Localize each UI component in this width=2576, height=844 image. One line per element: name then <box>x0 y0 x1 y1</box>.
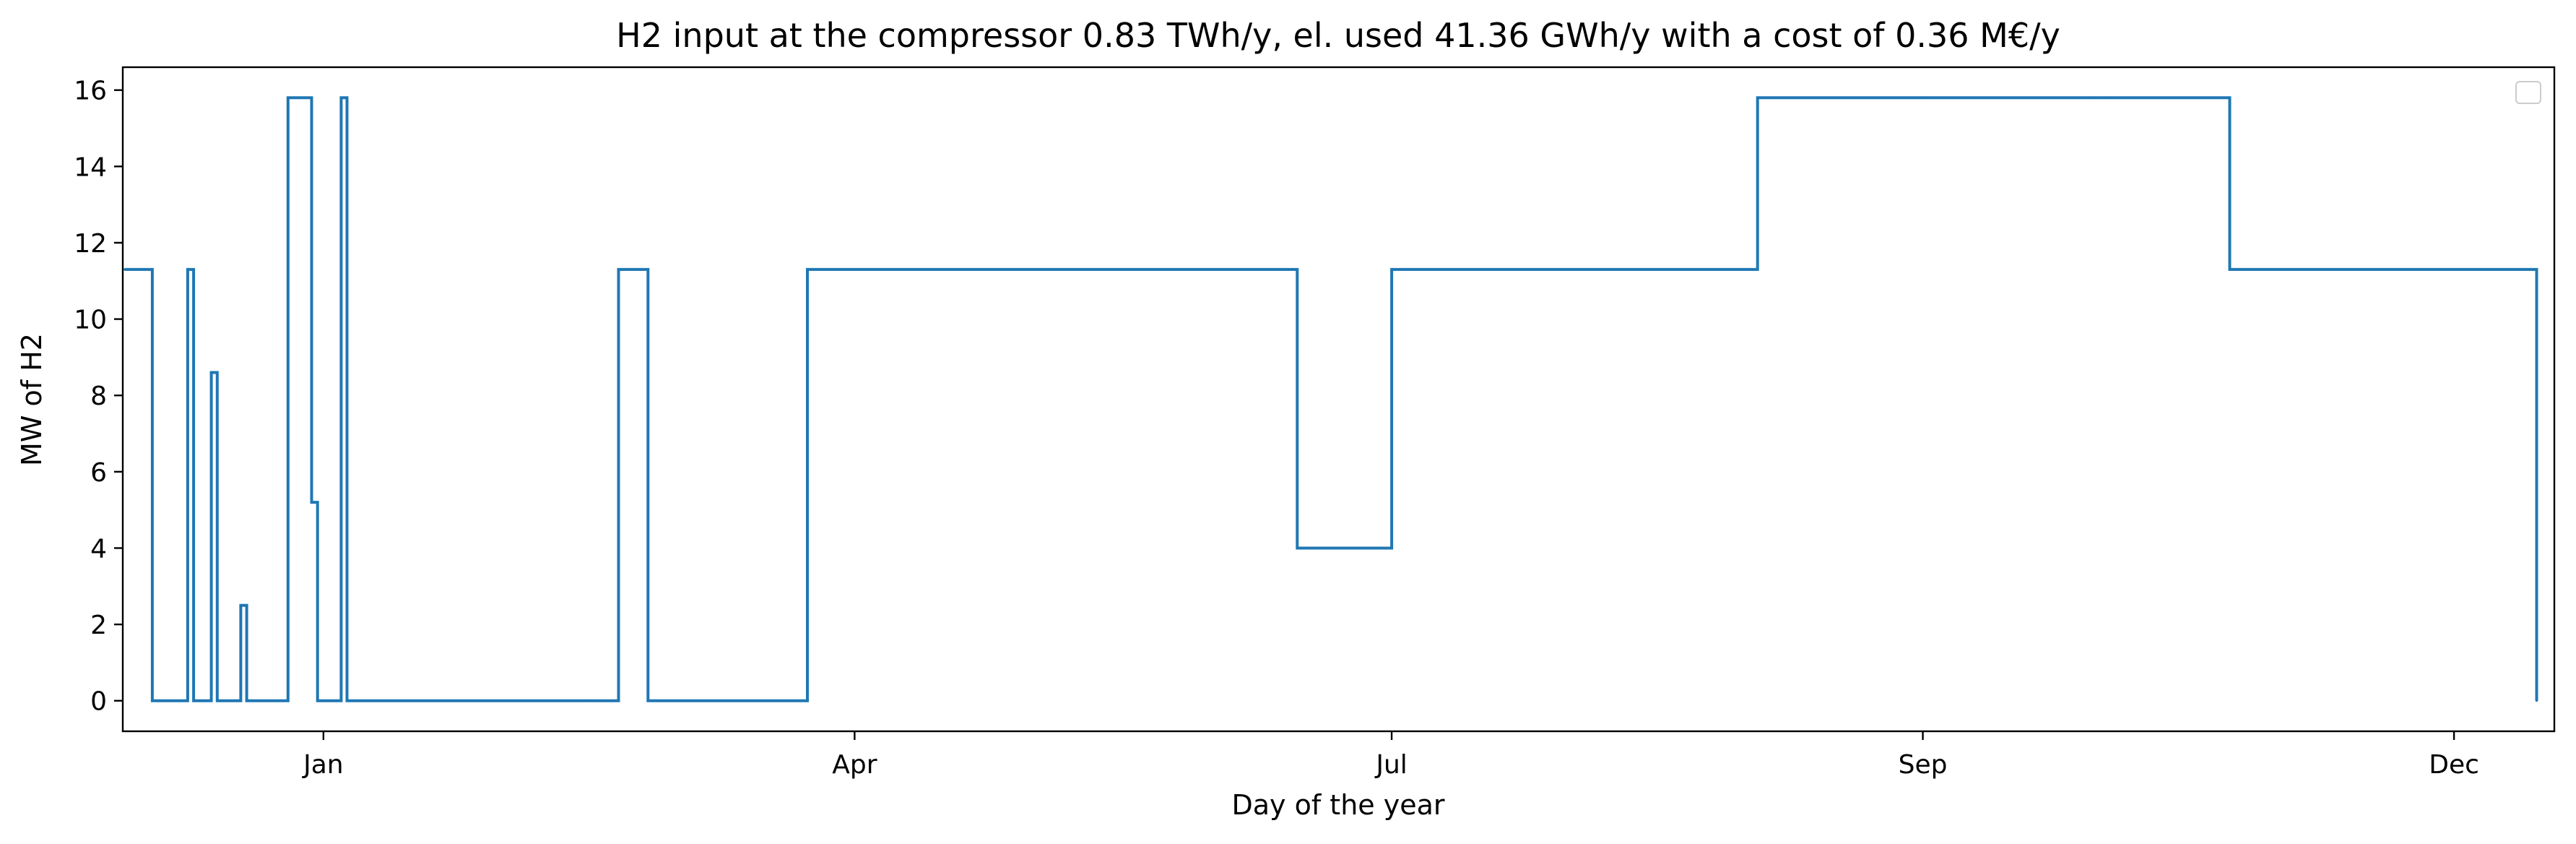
x-tick-label: Sep <box>1899 750 1948 780</box>
series-point <box>204 699 207 702</box>
series-point <box>210 371 213 374</box>
series-point <box>311 501 313 504</box>
series-point <box>145 268 148 271</box>
series-line-0 <box>124 96 2538 702</box>
x-tick-label: Jul <box>1374 750 1407 780</box>
y-tick-label: 0 <box>90 687 107 717</box>
y-tick-label: 8 <box>90 382 107 411</box>
series-point <box>246 699 248 702</box>
x-axis: Jan Apr Jul Sep Dec <box>302 731 2479 780</box>
plot-area <box>123 96 2538 702</box>
series-point <box>1738 268 1741 271</box>
series-point <box>853 268 856 271</box>
series-point <box>281 699 284 702</box>
y-tick-label: 6 <box>90 458 107 488</box>
x-tick-label: Dec <box>2429 750 2479 780</box>
y-tick-label: 14 <box>74 152 107 182</box>
series-point <box>151 699 154 702</box>
series-point <box>339 96 342 99</box>
series-point <box>1296 547 1298 549</box>
series-point <box>346 699 348 702</box>
x-axis-label: Day of the year <box>1231 789 1444 821</box>
x-tick-label: Apr <box>832 750 877 780</box>
series-point <box>646 699 649 702</box>
plot-frame <box>121 66 2556 733</box>
series-point <box>806 268 809 271</box>
series-point <box>123 268 126 271</box>
series-point <box>2229 268 2231 271</box>
series-point <box>316 699 319 702</box>
series-point <box>239 604 242 607</box>
y-tick-label: 2 <box>90 611 107 640</box>
series-point <box>1756 96 1759 99</box>
chart-title: H2 input at the compressor 0.83 TWh/y, e… <box>616 16 2060 55</box>
y-tick-label: 4 <box>90 534 107 564</box>
series-point <box>186 268 189 271</box>
series-point <box>216 699 219 702</box>
y-tick-label: 16 <box>74 77 107 106</box>
series-point <box>2536 699 2538 702</box>
y-tick-label: 12 <box>74 229 107 259</box>
x-tick-label: Jan <box>302 750 344 780</box>
series-point <box>192 699 195 702</box>
y-axis-label: MW of H2 <box>16 333 48 466</box>
y-axis: 0 2 4 6 8 10 12 14 16 <box>74 77 123 717</box>
series-point <box>304 96 307 99</box>
series-point <box>1095 268 1098 271</box>
series-point <box>2093 96 2096 99</box>
legend-box <box>2515 81 2541 104</box>
series-point <box>2104 96 2107 99</box>
series-layer <box>123 96 2538 702</box>
series-point <box>1922 96 1925 99</box>
series-point <box>588 699 591 702</box>
y-tick-label: 10 <box>74 306 107 335</box>
series-point <box>617 268 620 271</box>
series-point <box>1390 268 1393 271</box>
series-point <box>2264 268 2267 271</box>
series-point <box>2453 268 2455 271</box>
series-point <box>287 96 290 99</box>
